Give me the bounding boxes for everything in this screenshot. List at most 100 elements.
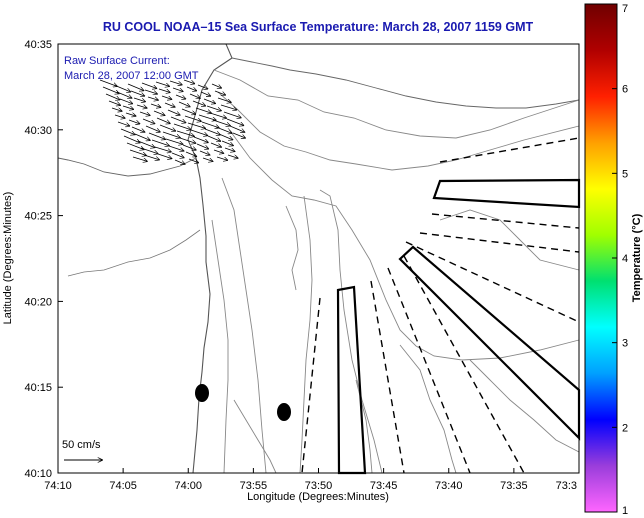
- y-tick-label: 40:15: [24, 382, 52, 394]
- current-vector: [203, 98, 215, 103]
- current-vector: [157, 153, 172, 159]
- current-vector: [144, 89, 157, 94]
- current-vector: [229, 125, 245, 132]
- current-vector: [119, 98, 132, 104]
- current-vector: [158, 88, 170, 92]
- x-tick-label: 73:45: [370, 480, 398, 492]
- current-vector: [142, 118, 155, 124]
- current-vector: [151, 139, 169, 146]
- current-vector: [232, 132, 245, 138]
- current-vector: [120, 128, 135, 135]
- current-vector: [174, 159, 185, 164]
- current-vector: [141, 82, 157, 88]
- current-vector: [212, 119, 230, 126]
- current-vector: [108, 100, 120, 105]
- current-vector: [186, 86, 196, 91]
- current-label-line2: March 28, 2007 12:00 GMT: [64, 70, 199, 82]
- colorbar-tick-label: 4: [622, 253, 628, 265]
- x-tick-label: 73:50: [305, 480, 333, 492]
- y-axis: 40:35 40:30 40:25 40:20 40:15 40:10: [24, 39, 63, 480]
- colorbar-tick-label: 5: [622, 168, 628, 180]
- current-vector: [179, 137, 196, 143]
- x-tick-label: 73:40: [435, 480, 463, 492]
- current-vector: [164, 102, 175, 107]
- current-vector: [165, 138, 183, 144]
- bathymetry-contours: [211, 69, 580, 474]
- current-vector: [150, 103, 161, 107]
- current-vector: [153, 110, 165, 115]
- current-vector: [198, 114, 216, 120]
- current-vector: [170, 116, 186, 123]
- surface-current-vectors: [99, 79, 245, 164]
- current-vector: [148, 132, 165, 139]
- current-vector: [209, 112, 226, 118]
- current-vector: [220, 104, 237, 110]
- current-vector: [210, 142, 221, 147]
- current-vector: [223, 111, 241, 118]
- x-tick-label: 73:3: [556, 480, 577, 492]
- current-vector: [201, 121, 219, 128]
- current-vector: [175, 94, 185, 99]
- current-vector: [162, 131, 180, 138]
- current-vector: [134, 133, 150, 140]
- x-tick-label: 74:05: [109, 480, 137, 492]
- current-vector: [217, 97, 231, 102]
- current-vector: [202, 157, 213, 161]
- current-vector: [154, 146, 171, 152]
- colorbar: 7 6 5 4 3 2 1 Temperature (°C): [584, 3, 643, 517]
- current-vector: [221, 140, 233, 146]
- current-vector: [226, 118, 244, 125]
- current-vector: [155, 81, 169, 86]
- coastline-shore: [231, 57, 580, 109]
- current-vector: [178, 101, 190, 107]
- current-vector: [185, 151, 196, 156]
- current-vector: [196, 143, 208, 149]
- current-label-line1: Raw Surface Current:: [64, 55, 170, 67]
- current-vector: [206, 105, 221, 111]
- colorbar-tick-label: 7: [622, 3, 628, 15]
- current-vector: [132, 156, 147, 161]
- current-vector: [128, 119, 140, 124]
- current-vector: [215, 126, 232, 133]
- current-vector: [125, 113, 136, 116]
- x-tick-label: 74:00: [174, 480, 202, 492]
- current-vector: [111, 108, 122, 111]
- current-vector: [224, 147, 235, 151]
- current-vector: [136, 105, 147, 108]
- current-vector: [193, 136, 208, 142]
- current-vector: [195, 107, 211, 113]
- current-vector: [184, 115, 201, 121]
- chart-title: RU COOL NOAA–15 Sea Surface Temperature:…: [102, 20, 534, 34]
- x-tick-label: 73:55: [240, 480, 268, 492]
- dashed-range-lines: [301, 137, 580, 474]
- current-vector: [113, 84, 130, 92]
- y-tick-label: 40:10: [24, 468, 52, 480]
- x-axis-title: Longitude (Degrees:Minutes): [247, 491, 389, 503]
- current-vector: [131, 126, 145, 132]
- current-vector: [176, 130, 194, 136]
- current-vector: [139, 111, 150, 115]
- colorbar-tick-label: 2: [622, 422, 628, 434]
- current-vector: [129, 149, 146, 155]
- current-vector: [218, 133, 233, 140]
- current-vector: [190, 129, 207, 136]
- current-vector: [227, 155, 238, 158]
- current-vector: [147, 96, 158, 100]
- current-vector: [123, 135, 140, 143]
- scale-vector-label: 50 cm/s: [62, 439, 101, 451]
- current-vector: [216, 156, 227, 160]
- y-tick-label: 40:30: [24, 125, 52, 137]
- current-vector: [211, 83, 221, 88]
- x-axis: 74:10 74:05 74:00 73:55 73:50 73:45 73:40 73:35…: [44, 468, 580, 492]
- current-vector: [188, 158, 198, 163]
- current-vector: [169, 80, 182, 85]
- current-vector: [200, 91, 210, 96]
- current-vector: [207, 135, 220, 141]
- current-vector: [137, 140, 155, 148]
- current-vector: [172, 87, 183, 91]
- current-vector: [122, 105, 133, 109]
- current-vector: [197, 84, 208, 89]
- current-vector: [127, 83, 144, 91]
- colorbar-tick-label: 1: [622, 505, 628, 517]
